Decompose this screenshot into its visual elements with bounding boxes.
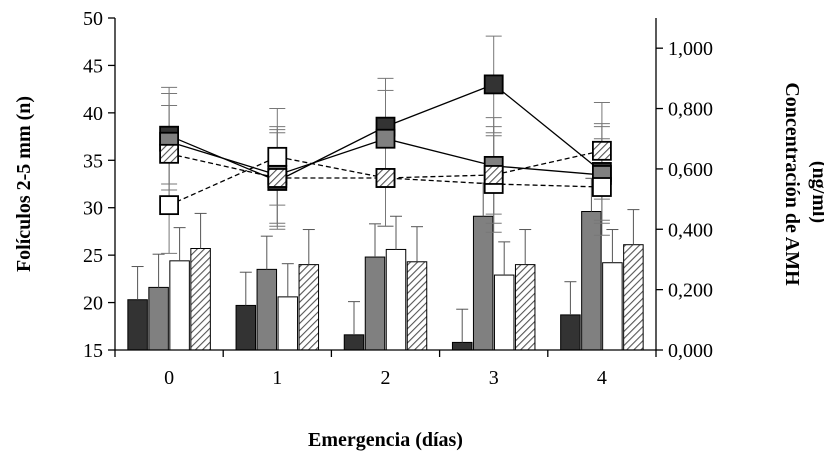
bar [169,260,190,351]
square-marker [267,168,288,188]
square-marker [592,177,612,197]
bar-series-layer [127,177,644,351]
y-tick-label: 35 [83,150,103,172]
square-marker [159,143,180,164]
y-tick-label: 25 [83,245,103,267]
x-tick-label: 0 [164,367,174,389]
y-tick-label: 45 [83,55,103,77]
bar [581,211,602,351]
bar [451,341,473,351]
x-tick-label: 3 [489,367,499,389]
y-tick-label: 20 [83,293,103,315]
bar [277,296,299,351]
bar [364,256,386,351]
square-marker [267,146,288,167]
bar [472,215,494,351]
square-marker [375,128,396,149]
bar [298,264,320,351]
y-tick-label: 30 [83,198,103,220]
right-y-axis-title-line2: (ng/ml) [808,161,824,223]
square-marker [159,195,180,216]
square-marker [483,74,504,95]
bar [514,264,536,351]
bar [493,274,515,351]
bar [602,262,623,351]
x-tick-label: 2 [381,367,391,389]
square-marker [483,165,504,185]
x-tick-label: 1 [272,367,282,389]
bar [256,268,278,351]
left-y-axis-title: Folículos 2-5 mm (n) [13,96,35,272]
bar [235,304,257,351]
y2-tick-label: 1,000 [668,38,713,60]
bar [560,314,581,351]
bar [623,244,644,351]
bar [190,248,211,351]
line-series-layer [159,35,612,254]
y2-tick-label: 0,400 [668,219,713,241]
bar [385,248,407,351]
y-tick-label: 50 [83,8,103,30]
x-tick-label: 4 [597,367,607,389]
right-y-axis-title-line1: Concentración de AMH [781,82,803,286]
square-marker [592,140,612,161]
x-axis-title: Emergencia (días) [308,429,463,451]
bar [148,286,169,351]
y2-tick-label: 0,600 [668,159,713,181]
bar [343,334,365,351]
y2-tick-label: 0,800 [668,99,713,121]
square-marker [375,168,396,188]
bar [406,261,428,351]
axis-ticks-layer: 15202530354045500,0000,2000,4000,6000,80… [83,8,713,389]
y2-tick-label: 0,200 [668,280,713,302]
bar [127,299,148,351]
y-tick-label: 15 [83,340,103,362]
y-tick-label: 40 [83,103,103,125]
y2-tick-label: 0,000 [668,340,713,362]
